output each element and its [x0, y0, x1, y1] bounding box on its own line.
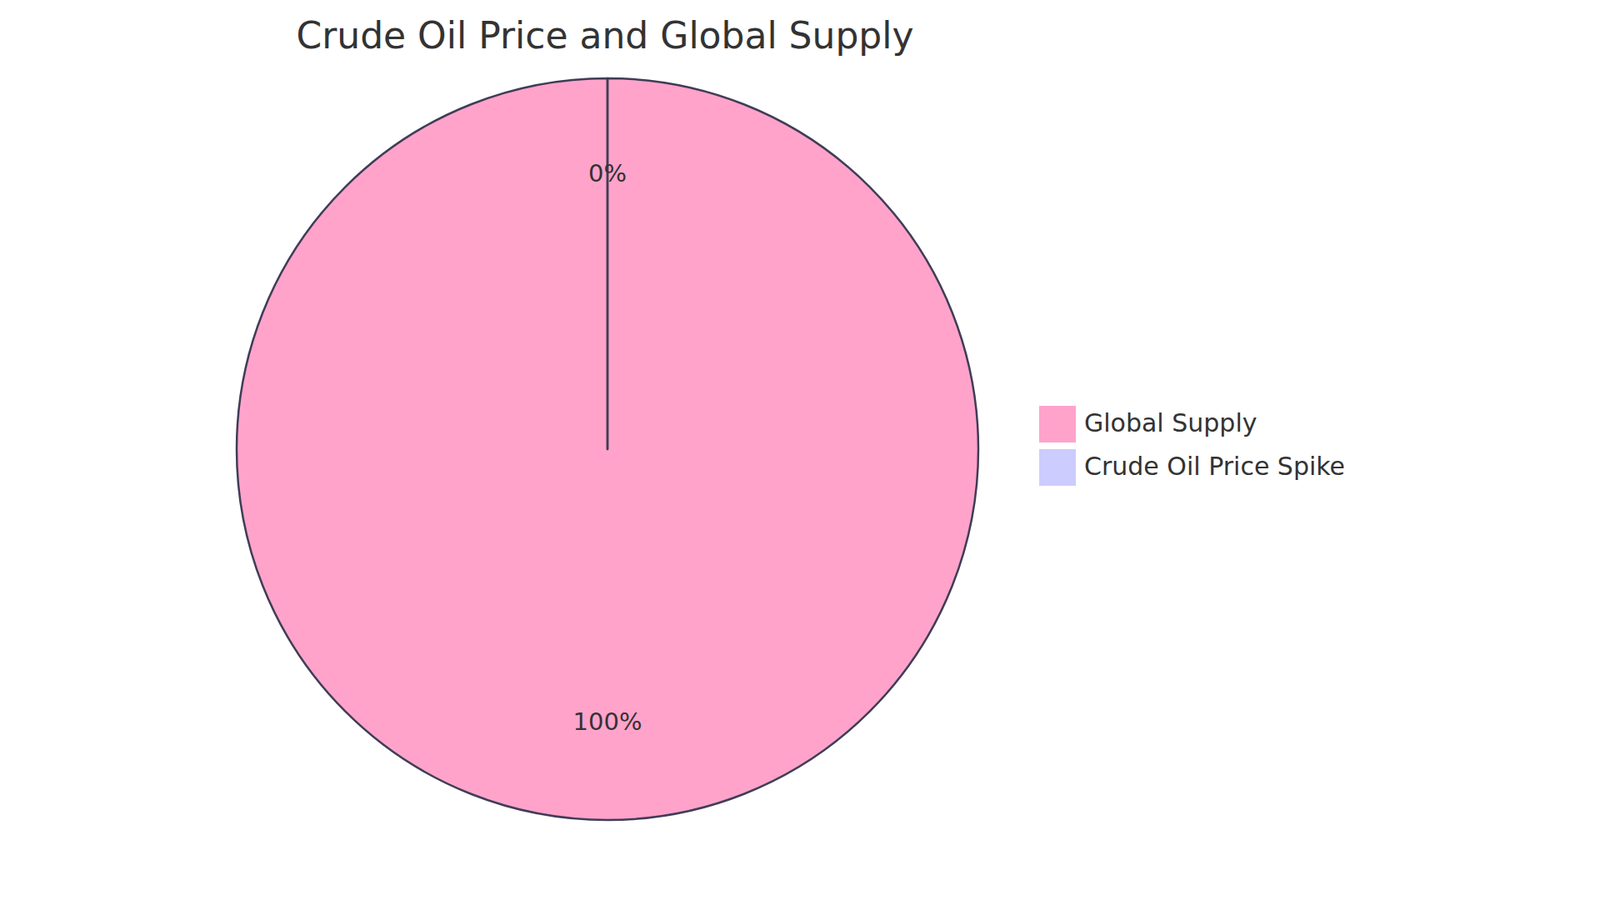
legend-swatch — [1039, 405, 1076, 443]
legend: Global Supply Crude Oil Price Spike — [1039, 405, 1345, 486]
chart: Crude Oil Price and Global Supply 100% 0% G… — [0, 0, 1600, 900]
legend-label: Crude Oil Price Spike — [1084, 451, 1345, 481]
data-label: 0% — [588, 159, 627, 188]
pie-slice — [236, 78, 979, 820]
chart-title: Crude Oil Price and Global Supply — [295, 14, 914, 57]
legend-swatch — [1039, 449, 1076, 486]
pie-slices — [236, 78, 979, 820]
data-label: 100% — [573, 707, 643, 736]
pie-slice — [606, 78, 610, 450]
legend-label: Global Supply — [1084, 408, 1257, 438]
